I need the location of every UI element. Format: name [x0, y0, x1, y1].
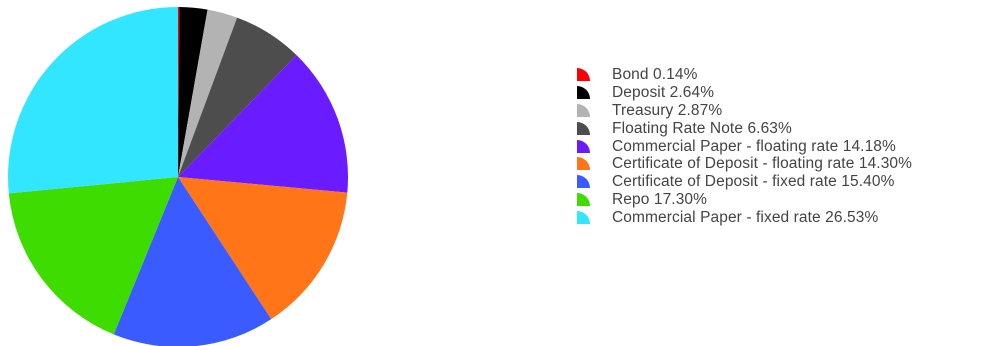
legend-item: Certificate of Deposit - floating rate 1…	[577, 155, 912, 173]
legend-swatch-icon	[577, 103, 590, 117]
legend-label: Treasury 2.87%	[612, 101, 723, 119]
legend-label: Certificate of Deposit - floating rate 1…	[612, 155, 913, 173]
legend-item: Commercial Paper - fixed rate 26.53%	[577, 208, 912, 226]
legend-swatch-icon	[577, 68, 590, 82]
legend-swatch-icon	[577, 121, 590, 135]
legend-item: Commercial Paper - floating rate 14.18%	[577, 137, 912, 155]
pie-slice-deposit	[178, 7, 208, 178]
chart-legend: Bond 0.14% Deposit 2.64% Treasury 2.87% Flo…	[577, 66, 912, 226]
legend-swatch-icon	[577, 210, 590, 224]
legend-swatch-icon	[577, 139, 590, 153]
legend-item: Bond 0.14%	[577, 66, 912, 84]
pie-slice-commercial-paper-floating-rate	[178, 55, 348, 193]
legend-item: Treasury 2.87%	[577, 102, 912, 120]
legend-label: Commercial Paper - floating rate 14.18%	[612, 137, 896, 155]
legend-swatch-icon	[577, 157, 590, 171]
legend-label: Certificate of Deposit - fixed rate 15.4…	[612, 173, 895, 191]
pie-slice-treasury	[178, 9, 238, 178]
pie-slice-bond	[178, 7, 180, 177]
legend-item: Certificate of Deposit - fixed rate 15.4…	[577, 173, 912, 191]
pie-slice-floating-rate-note	[178, 17, 297, 177]
legend-label: Deposit 2.64%	[612, 84, 715, 102]
legend-label: Repo 17.30%	[612, 190, 708, 208]
pie-slice-certificate-of-deposit-floating-rate	[178, 177, 348, 320]
pie-slice-certificate-of-deposit-fixed-rate	[113, 177, 272, 346]
legend-item: Floating Rate Note 6.63%	[577, 119, 912, 137]
legend-swatch-icon	[577, 86, 590, 100]
pie-slice-repo	[8, 177, 179, 335]
legend-item: Deposit 2.64%	[577, 84, 912, 102]
legend-swatch-icon	[577, 175, 590, 189]
pie-slice-commercial-paper-fixed-rate	[8, 7, 178, 194]
legend-label: Floating Rate Note 6.63%	[612, 119, 792, 137]
legend-label: Bond 0.14%	[612, 66, 698, 84]
legend-swatch-icon	[577, 192, 590, 206]
legend-label: Commercial Paper - fixed rate 26.53%	[612, 208, 879, 226]
pie-chart	[8, 7, 348, 346]
legend-item: Repo 17.30%	[577, 191, 912, 209]
